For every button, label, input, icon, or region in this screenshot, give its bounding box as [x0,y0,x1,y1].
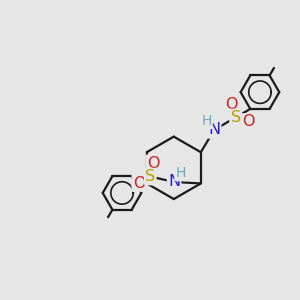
Text: N: N [208,122,220,137]
Text: O: O [133,176,145,190]
Text: O: O [242,114,254,129]
Text: S: S [230,110,241,125]
Text: O: O [147,156,160,171]
Text: S: S [145,169,155,184]
Text: H: H [176,166,186,180]
Text: N: N [168,175,180,190]
Text: O: O [225,97,237,112]
Text: H: H [202,114,212,128]
